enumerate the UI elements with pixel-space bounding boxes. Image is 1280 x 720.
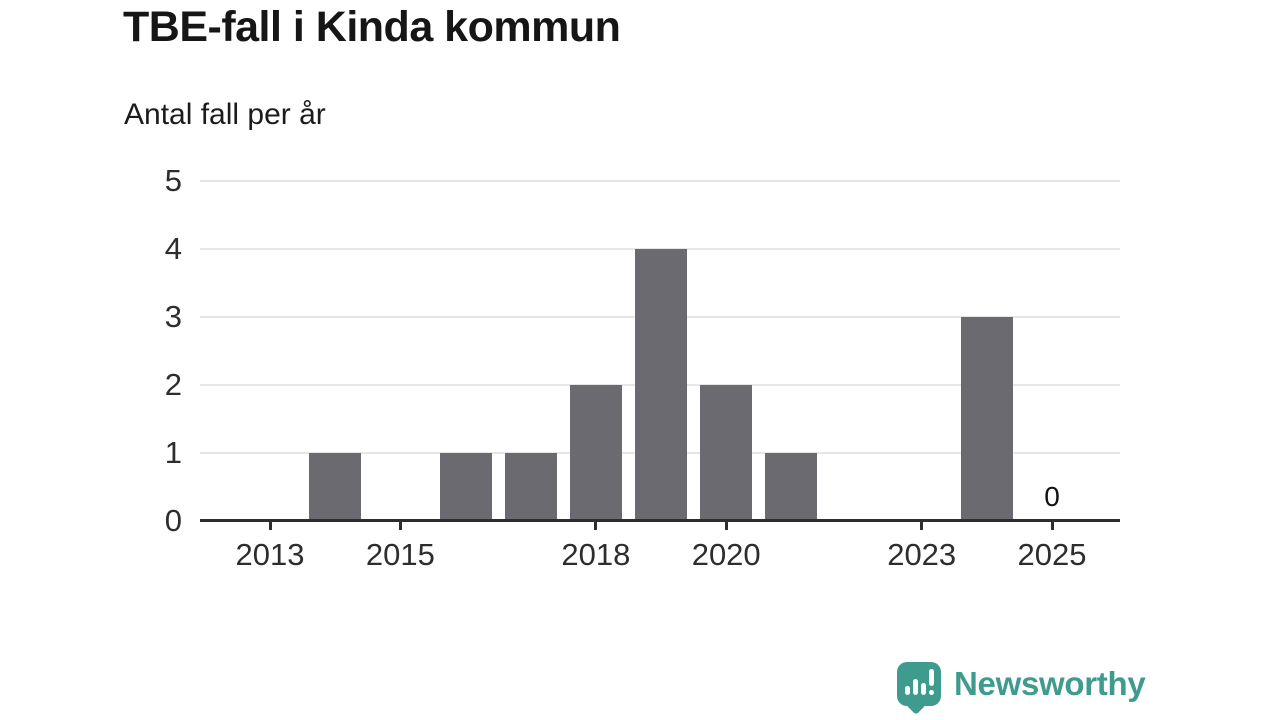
x-axis-tick	[398, 522, 402, 530]
speech-bubble-tail	[906, 695, 926, 715]
bar	[700, 385, 753, 521]
bar	[439, 453, 492, 521]
x-axis-tick	[1050, 522, 1054, 530]
x-axis-tick-label: 2015	[365, 537, 435, 572]
gridline	[200, 180, 1120, 182]
x-axis-tick-label: 2018	[561, 537, 631, 572]
chart-subtitle: Antal fall per år	[124, 98, 326, 131]
brand-name: Newsworthy	[954, 665, 1146, 702]
bar	[569, 385, 622, 521]
logo-bar-icon	[905, 686, 910, 695]
logo-exclamation-icon	[929, 669, 934, 686]
x-axis-line	[200, 519, 1120, 522]
x-axis-tick	[268, 522, 272, 530]
x-axis-tick-label: 2023	[887, 537, 957, 572]
y-axis-tick-label: 5	[164, 163, 182, 198]
x-axis-tick	[920, 522, 924, 530]
newsworthy-logo-icon	[897, 662, 941, 715]
y-axis-tick-label: 1	[164, 435, 182, 470]
x-axis-tick-label: 2025	[1017, 537, 1087, 572]
bar	[635, 249, 688, 521]
x-axis-tick	[594, 522, 598, 530]
bar	[960, 317, 1013, 521]
logo-exclamation-dot-icon	[929, 690, 934, 695]
bar	[765, 453, 818, 521]
logo-bar-icon	[921, 683, 926, 695]
x-axis-tick-label: 2013	[235, 537, 305, 572]
logo-bar-icon	[913, 679, 918, 695]
bar	[504, 453, 557, 521]
brand-footer: Newsworthy	[897, 662, 1146, 715]
x-axis-tick-label: 2020	[691, 537, 761, 572]
y-axis-tick-label: 4	[164, 231, 182, 266]
plot-area: 0 1 2 3 4 5 2013 2015 2018 2020 2023 2025 0	[165, 165, 1120, 572]
bar	[309, 453, 362, 521]
chart-title: TBE-fall i Kinda kommun	[123, 3, 621, 51]
bar-value-annotation: 0	[1044, 481, 1060, 512]
x-axis-tick	[724, 522, 728, 530]
y-axis-tick-label: 2	[164, 367, 182, 402]
y-axis-tick-label: 0	[164, 503, 182, 538]
y-axis-tick-label: 3	[164, 299, 182, 334]
